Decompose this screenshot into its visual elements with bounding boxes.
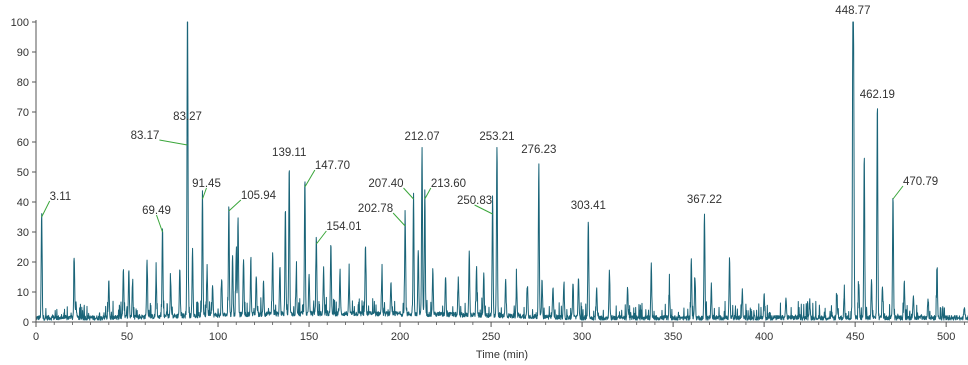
peak-label: 83.27 <box>173 111 202 123</box>
peak-label: 276.23 <box>521 144 556 156</box>
peak-leader-line <box>892 185 904 200</box>
x-tick-label: 450 <box>846 331 864 343</box>
peak-leader-line <box>156 214 163 233</box>
y-tick-label: 60 <box>17 137 29 149</box>
peak-label: 462.19 <box>860 89 895 101</box>
peak-label: 91.45 <box>192 178 221 190</box>
peak-label-leaders <box>41 139 904 245</box>
peak-leader-line <box>41 200 51 218</box>
peak-leader-line <box>392 212 406 227</box>
x-axis-ticks: 0 50 100 150 200 250 300 350 400 450 500 <box>33 322 965 343</box>
y-tick-label: 70 <box>17 107 29 119</box>
x-tick-label: 350 <box>664 331 682 343</box>
y-tick-label: 30 <box>17 227 29 239</box>
y-tick-label: 40 <box>17 197 29 209</box>
peak-leader-line <box>315 230 327 245</box>
peak-label: 212.07 <box>404 131 439 143</box>
y-axis-ticks: 0 10 20 30 40 50 60 70 80 90 100 <box>11 17 36 329</box>
y-tick-label: 100 <box>11 17 29 29</box>
peak-label: 83.17 <box>131 130 160 142</box>
y-tick-label: 20 <box>17 257 29 269</box>
x-tick-label: 150 <box>300 331 318 343</box>
y-tick-label: 90 <box>17 47 29 59</box>
peak-label: 367.22 <box>687 194 722 206</box>
peak-label: 213.60 <box>431 178 466 190</box>
x-tick-label: 100 <box>209 331 227 343</box>
peak-label: 253.21 <box>479 131 514 143</box>
peak-leader-line <box>474 204 493 215</box>
y-tick-label: 10 <box>17 287 29 299</box>
peak-label: 154.01 <box>326 221 361 233</box>
x-tick-label: 50 <box>121 331 133 343</box>
peak-label: 147.70 <box>315 160 350 172</box>
x-tick-label: 0 <box>33 331 39 343</box>
peak-label: 202.78 <box>358 203 393 215</box>
peak-leader-line <box>403 187 414 200</box>
x-tick-label: 200 <box>391 331 409 343</box>
peak-label: 69.49 <box>142 205 171 217</box>
y-tick-label: 80 <box>17 77 29 89</box>
peak-label: 303.41 <box>571 200 606 212</box>
x-tick-label: 500 <box>937 331 955 343</box>
peak-label: 250.83 <box>457 195 492 207</box>
peak-leader-line <box>228 199 242 212</box>
x-tick-label: 250 <box>482 331 500 343</box>
peak-label: 139.11 <box>272 147 306 159</box>
peak-label: 105.94 <box>241 190 277 202</box>
chromatogram-trace <box>35 21 968 321</box>
y-tick-label: 50 <box>17 167 29 179</box>
peak-leader-line <box>159 139 188 146</box>
peak-label: 207.40 <box>368 178 403 190</box>
plot-area <box>35 21 968 321</box>
y-tick-label: 0 <box>23 317 29 329</box>
x-tick-label: 300 <box>573 331 591 343</box>
peak-leader-line <box>424 187 432 200</box>
peak-labels: 3.11 69.49 83.17 83.27 91.45 105.94 139.11 147.… <box>50 5 939 233</box>
x-tick-label: 400 <box>755 331 773 343</box>
peak-leader-line <box>304 169 316 188</box>
peak-label: 470.79 <box>903 176 938 188</box>
axes: 0 10 20 30 40 50 60 70 80 90 100 0 50 100 150 200 250 30… <box>11 17 968 361</box>
peak-label: 3.11 <box>50 191 72 203</box>
x-axis-title: Time (min) <box>476 349 528 361</box>
peak-leader-line <box>201 187 207 200</box>
peak-label: 448.77 <box>835 5 870 17</box>
